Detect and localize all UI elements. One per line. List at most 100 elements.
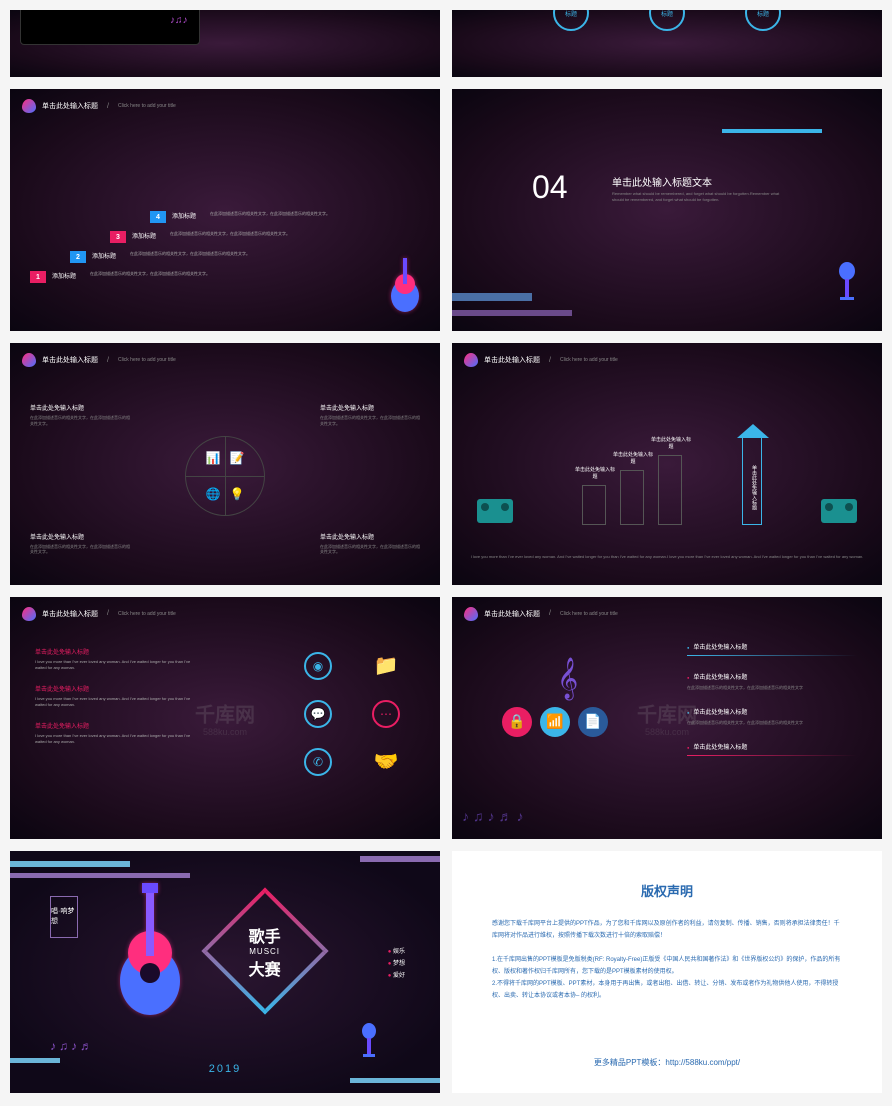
- globe-icon: 🌐: [206, 487, 221, 501]
- step-label: 添加标题: [52, 271, 76, 280]
- qt-title: 单击此处免输入标题: [30, 532, 130, 541]
- bar-2: 单击此处免输入标题: [620, 470, 644, 525]
- bar-decoration: [10, 1058, 60, 1063]
- step-label: 添加标题: [172, 211, 196, 220]
- qt-title: 单击此处免输入标题: [30, 403, 130, 412]
- circle-3: 标题: [745, 10, 781, 31]
- step-desc: 在此添加描述音乐的相关性文字，在此添加描述音乐的相关性文字。: [90, 271, 210, 277]
- header-title: 单击此处输入标题: [42, 355, 98, 365]
- guitar-icon: [464, 353, 478, 367]
- qt-desc: 在此添加描述音乐的相关性文字，在此添加描述音乐的相关性文字。: [30, 544, 130, 555]
- step-num: 4: [150, 211, 166, 223]
- divider: /: [107, 357, 109, 364]
- icons-grid: ◉ 📁 💬 ⋯ ✆ 🤝: [304, 652, 400, 776]
- slide-header: 单击此处输入标题 / Click here to add your title: [22, 353, 176, 367]
- phone-icon: ✆: [304, 748, 332, 776]
- bar-label: 单击此处免输入标题: [575, 466, 615, 480]
- guitar-illustration: [110, 881, 190, 1021]
- qt-title: 单击此处免输入标题: [320, 403, 420, 412]
- microphone-icon: [358, 1023, 380, 1058]
- step-num: 2: [70, 251, 86, 263]
- header-sub: Click here to add your title: [118, 611, 176, 617]
- quad-text-bl: 单击此处免输入标题 在此添加描述音乐的相关性文字，在此添加描述音乐的相关性文字。: [30, 532, 130, 555]
- cp-p1: 感谢您下载千库网平台上提供的PPT作品，为了您和千库网以及原创作者的利益，请勿复…: [492, 918, 842, 942]
- treble-clef-icon: 𝄞: [557, 657, 578, 700]
- lock-icon: 🔒: [502, 707, 532, 737]
- steps-container: 4 添加标题 在此添加描述音乐的相关性文字，在此添加描述音乐的相关性文字。 3 …: [30, 211, 420, 291]
- music-notes-icon: ♪♫♪: [170, 15, 188, 26]
- chat-icon: 💬: [304, 700, 332, 728]
- bulb-icon: 💡: [230, 487, 245, 501]
- item-1: 单击此处免输入标题 I love you more than I've ever…: [35, 647, 195, 670]
- step-desc: 在此添加描述音乐的相关性文字，在此添加描述音乐的相关性文字。: [170, 231, 290, 237]
- qt-desc: 在此添加描述音乐的相关性文字，在此添加描述音乐的相关性文字。: [320, 544, 420, 555]
- tags: 娱乐 梦想 爱好: [388, 946, 405, 982]
- section-desc: Remember what should be remembered, and …: [612, 191, 792, 203]
- divider: /: [107, 103, 109, 110]
- wifi-icon: 📶: [540, 707, 570, 737]
- item-3: 单击此处免输入标题 I love you more than I've ever…: [35, 721, 195, 744]
- main-subtitle: MUSCI: [249, 946, 281, 955]
- bar-decoration: [10, 861, 130, 867]
- guitar-decoration: [385, 256, 425, 316]
- divider: /: [107, 610, 109, 617]
- footer-text: I love you more than I've ever loved any…: [452, 554, 882, 560]
- tag-3: 爱好: [388, 973, 405, 979]
- bar-1: 单击此处免输入标题: [582, 485, 606, 525]
- step-3: 3 添加标题 在此添加描述音乐的相关性文字，在此添加描述音乐的相关性文字。: [30, 231, 420, 243]
- slide-header: 单击此处输入标题 / Click here to add your title: [22, 607, 176, 621]
- diamond-inner: 歌手 MUSCI 大赛: [249, 922, 281, 979]
- qt-desc: 在此添加描述音乐的相关性文字，在此添加描述音乐的相关性文字。: [320, 415, 420, 426]
- main-title-1: 歌手: [249, 922, 281, 946]
- slide-1b: 标题 标题 标题: [452, 10, 882, 77]
- header-sub: Click here to add your title: [560, 357, 618, 363]
- guitar-icon: [464, 607, 478, 621]
- arrow-label: 单击此处免输入标题: [751, 465, 758, 510]
- step-label: 添加标题: [132, 231, 156, 240]
- r-desc: 在此添加描述音乐的相关性文字，在此添加描述音乐的相关性文字: [687, 685, 857, 691]
- bars-container: 单击此处免输入标题 单击此处免输入标题 单击此处免输入标题: [582, 455, 682, 525]
- slide-steps: 单击此处输入标题 / Click here to add your title …: [10, 89, 440, 331]
- r-desc: 在此添加描述音乐的相关性文字，在此添加描述音乐的相关性文字: [687, 720, 857, 726]
- title-diamond: 歌手 MUSCI 大赛: [201, 887, 328, 1014]
- tagline-box: 唱·响梦想: [50, 896, 78, 938]
- slide-header: 单击此处输入标题 / Click here to add your title: [22, 99, 176, 113]
- year: 2019: [209, 1063, 241, 1075]
- line: [687, 655, 857, 656]
- quad-text-tl: 单击此处免输入标题 在此添加描述音乐的相关性文字，在此添加描述音乐的相关性文字。: [30, 403, 130, 426]
- divider: /: [549, 610, 551, 617]
- slide-header: 单击此处输入标题 / Click here to add your title: [464, 607, 618, 621]
- chart-icon: 📊: [206, 451, 221, 465]
- r-title: 单击此处免输入标题: [687, 742, 857, 751]
- bar-label: 单击此处免输入标题: [613, 451, 653, 465]
- slide-1a: ♪♫♪: [10, 10, 440, 77]
- quad-text-tr: 单击此处免输入标题 在此添加描述音乐的相关性文字，在此添加描述音乐的相关性文字。: [320, 403, 420, 426]
- step-1: 1 添加标题 在此添加描述音乐的相关性文字，在此添加描述音乐的相关性文字。: [30, 271, 420, 283]
- icon-row: 🔒 📶 📄: [502, 707, 608, 737]
- slide-bar-arrow: 单击此处输入标题 / Click here to add your title …: [452, 343, 882, 585]
- r-item-4: 单击此处免输入标题: [687, 742, 857, 756]
- header-sub: Click here to add your title: [118, 357, 176, 363]
- header-title: 单击此处输入标题: [42, 101, 98, 111]
- circles-row: 标题 标题 标题: [452, 10, 882, 31]
- guitar-icon: [22, 607, 36, 621]
- step-2: 2 添加标题 在此添加描述音乐的相关性文字，在此添加描述音乐的相关性文字。: [30, 251, 420, 263]
- pie-chart: 📊 📝 🌐 💡: [185, 436, 265, 516]
- watermark-sub: 588ku.com: [645, 727, 689, 737]
- bar-3: 单击此处免输入标题: [658, 455, 682, 525]
- bar-label: 单击此处免输入标题: [651, 436, 691, 450]
- slide-copyright: 版权声明 感谢您下载千库网平台上提供的PPT作品，为了您和千库网以及原创作者的利…: [452, 851, 882, 1093]
- right-items: 单击此处免输入标题 单击此处免输入标题 在此添加描述音乐的相关性文字，在此添加描…: [687, 642, 857, 772]
- step-num: 3: [110, 231, 126, 243]
- header-sub: Click here to add your title: [118, 103, 176, 109]
- section-number: 04: [532, 169, 568, 206]
- bar-decoration: [452, 310, 572, 316]
- r-item-3: 单击此处免输入标题 在此添加描述音乐的相关性文字，在此添加描述音乐的相关性文字: [687, 707, 857, 726]
- edit-icon: 📝: [230, 451, 245, 465]
- header-title: 单击此处输入标题: [484, 355, 540, 365]
- slide-section-04: 04 单击此处输入标题文本 Remember what should be re…: [452, 89, 882, 331]
- divider: /: [549, 357, 551, 364]
- r-item-2: 单击此处免输入标题 在此添加描述音乐的相关性文字，在此添加描述音乐的相关性文字: [687, 672, 857, 691]
- item-desc: I love you more than I've ever loved any…: [35, 659, 195, 670]
- watermark-sub: 588ku.com: [203, 727, 247, 737]
